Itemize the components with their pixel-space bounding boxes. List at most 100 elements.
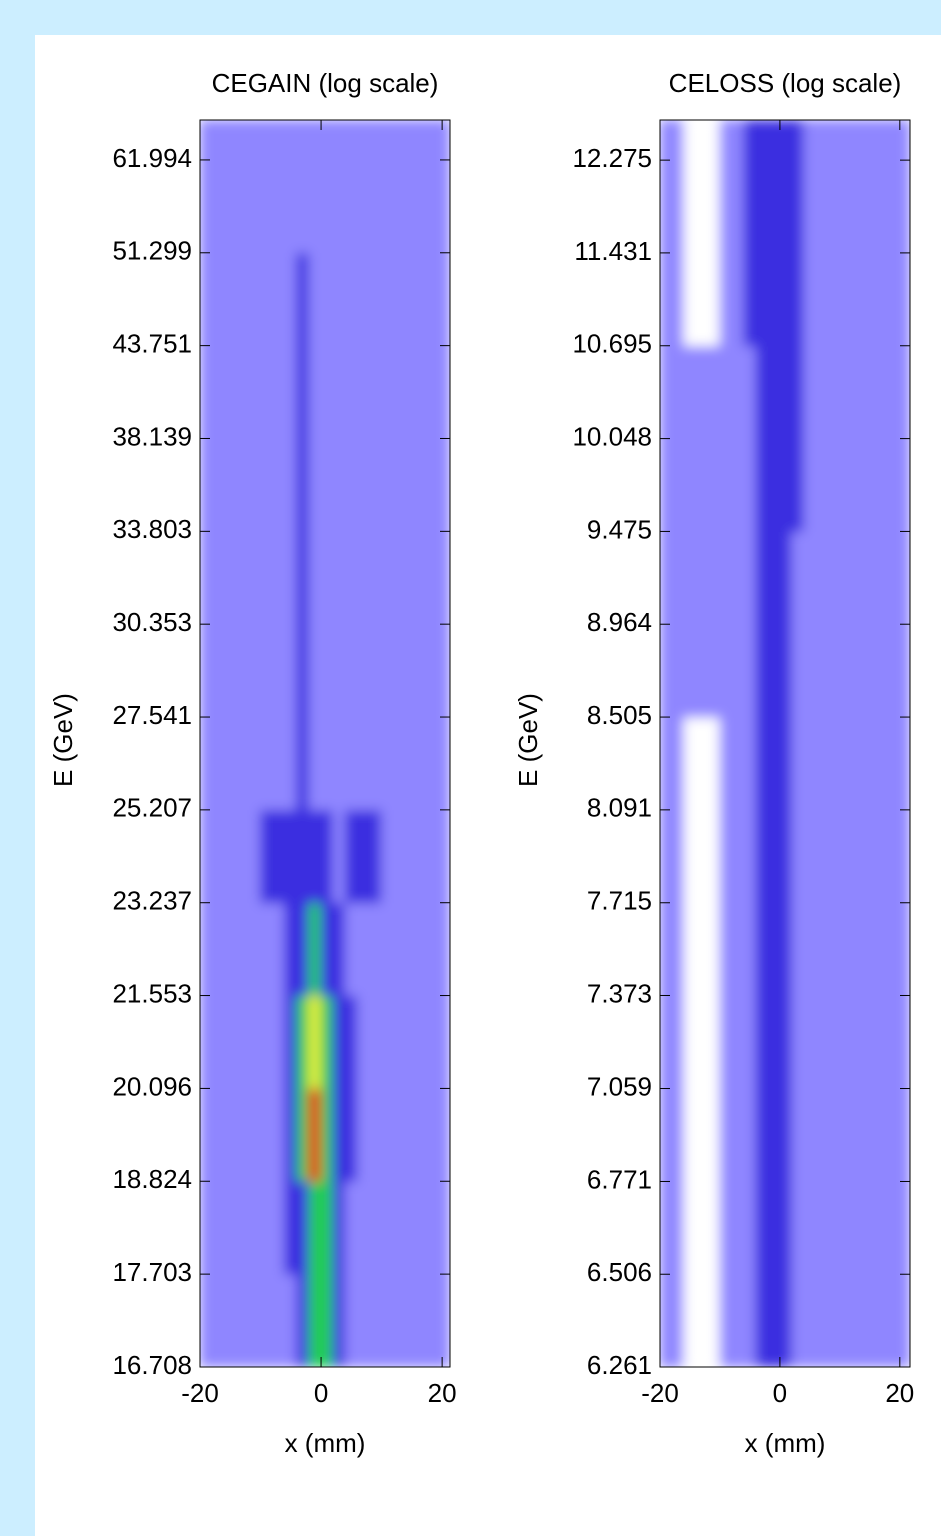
heatmap-cell	[743, 1088, 757, 1182]
heatmap-cell	[719, 345, 745, 440]
heatmap-cell	[332, 1273, 346, 1367]
heatmap-cell	[779, 530, 793, 625]
heatmap-cell	[743, 530, 757, 625]
heatmap-cell	[660, 438, 685, 532]
heatmap-cell	[767, 530, 781, 625]
heatmap-cell	[755, 252, 769, 347]
heatmap-cell	[356, 530, 383, 625]
heatmap-cell	[839, 1088, 910, 1182]
heatmap-cell	[296, 716, 310, 811]
heatmap-cell	[660, 623, 685, 718]
y-tick-label: 51.299	[112, 236, 192, 266]
heatmap-cell	[320, 902, 334, 997]
heatmap-cell	[839, 159, 910, 254]
heatmap-cell	[755, 120, 769, 161]
heatmap-cell	[308, 995, 322, 1089]
heatmap-cell	[284, 902, 298, 997]
heatmap-cell	[779, 252, 793, 347]
heatmap-cell	[296, 120, 310, 161]
heatmap-cell	[755, 1180, 769, 1275]
heatmap-cell	[755, 902, 769, 996]
heatmap-cell	[683, 530, 721, 625]
heatmap-cell	[779, 623, 793, 718]
heatmap-cell	[320, 530, 334, 625]
heatmap-cell	[381, 995, 450, 1089]
heatmap-cell	[260, 716, 286, 811]
heatmap-cell	[683, 716, 721, 811]
heatmap-cell	[284, 120, 298, 161]
heatmap-cell	[344, 623, 358, 718]
heatmap-cell	[332, 809, 346, 904]
heatmap-cell	[381, 252, 450, 347]
y-tick-label: 20.096	[112, 1071, 192, 1101]
heatmap-cell	[260, 345, 286, 439]
y-tick-label: 30.353	[112, 607, 192, 637]
heatmap-cell	[683, 902, 721, 996]
heatmap-cell	[332, 120, 346, 161]
heatmap-cell	[200, 902, 262, 997]
heatmap-cell	[308, 902, 322, 997]
heatmap-cell	[815, 902, 841, 996]
heatmap-cell	[815, 994, 841, 1090]
heatmap-cell	[719, 1088, 745, 1182]
heatmap-cell	[260, 1180, 286, 1275]
heatmap-cell	[344, 120, 358, 161]
heatmap-cell	[260, 809, 286, 904]
heatmap-cell	[683, 345, 721, 440]
heatmap-cell	[381, 1087, 450, 1182]
heatmap-cell	[779, 120, 793, 161]
heatmap-cell	[839, 1273, 910, 1367]
x-tick-label: -20	[641, 1378, 679, 1408]
heatmap-cell	[320, 159, 334, 254]
heatmap-cell	[332, 716, 346, 811]
heatmap-cell	[332, 623, 346, 718]
heatmap-cell	[356, 902, 383, 997]
heatmap-cell	[381, 120, 450, 161]
heatmap-cell	[767, 120, 781, 161]
y-tick-label: 7.059	[587, 1071, 652, 1101]
heatmap-cell	[815, 1180, 841, 1275]
heatmap-cell	[356, 159, 383, 254]
heatmap-cell	[284, 1180, 298, 1275]
y-tick-label: 6.261	[587, 1350, 652, 1380]
y-tick-label: 17.703	[112, 1257, 192, 1287]
heatmap-cell	[767, 1088, 781, 1182]
heatmap-cell	[767, 159, 781, 254]
heatmap-cell	[260, 120, 286, 161]
heatmap-cell	[660, 716, 685, 811]
heatmap-cell	[719, 623, 745, 718]
y-tick-label: 8.091	[587, 793, 652, 823]
heatmap-cells	[200, 120, 450, 1367]
heatmap-cell	[320, 716, 334, 811]
heatmap-cell	[743, 345, 757, 440]
heatmap-cell	[308, 623, 322, 718]
heatmap-cell	[803, 1180, 817, 1275]
heatmap-cell	[260, 437, 286, 532]
heatmap-cell	[719, 716, 745, 811]
heatmap-cell	[344, 716, 358, 811]
heatmap-cell	[344, 1087, 358, 1182]
heatmap-cell	[308, 809, 322, 904]
heatmap-cell	[719, 809, 745, 904]
heatmap-cell	[200, 345, 262, 439]
heatmap-cell	[260, 995, 286, 1089]
heatmap-cell	[779, 438, 793, 532]
heatmap-cell	[320, 1087, 334, 1182]
heatmap-cell	[660, 809, 685, 904]
heatmap-cell	[260, 623, 286, 718]
heatmap-cell	[200, 159, 262, 254]
heatmap-cell	[791, 159, 805, 254]
heatmap-cell	[381, 1180, 450, 1275]
plot-frame	[199, 119, 451, 1368]
y-tick-label: 6.771	[587, 1164, 652, 1194]
heatmap-cell	[755, 809, 769, 904]
heatmap-cell	[200, 716, 262, 811]
heatmap-cell	[320, 1180, 334, 1275]
heatmap-cell	[683, 159, 721, 254]
heatmap-cell	[356, 1087, 383, 1182]
heatmap-cell	[779, 1180, 793, 1275]
heatmap-cell	[308, 120, 322, 161]
heatmap-cell	[296, 1180, 310, 1275]
heatmap-cell	[803, 345, 817, 440]
heatmap-cell	[660, 530, 685, 625]
